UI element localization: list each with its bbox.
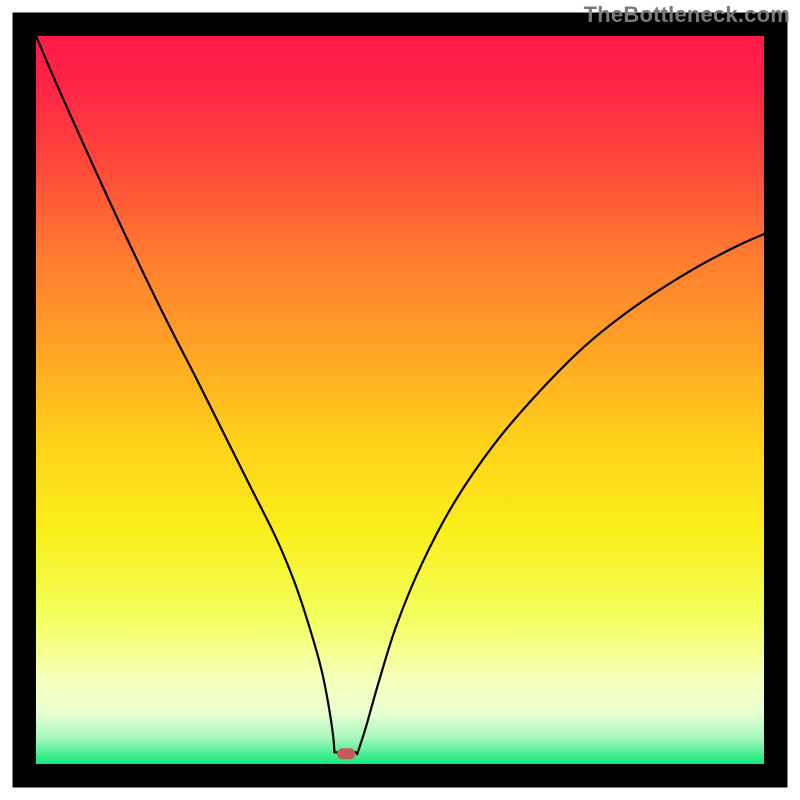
- bottleneck-chart: [0, 0, 800, 800]
- chart-background: [36, 36, 764, 764]
- optimum-marker: [337, 748, 355, 759]
- watermark-text: TheBottleneck.com: [584, 2, 790, 28]
